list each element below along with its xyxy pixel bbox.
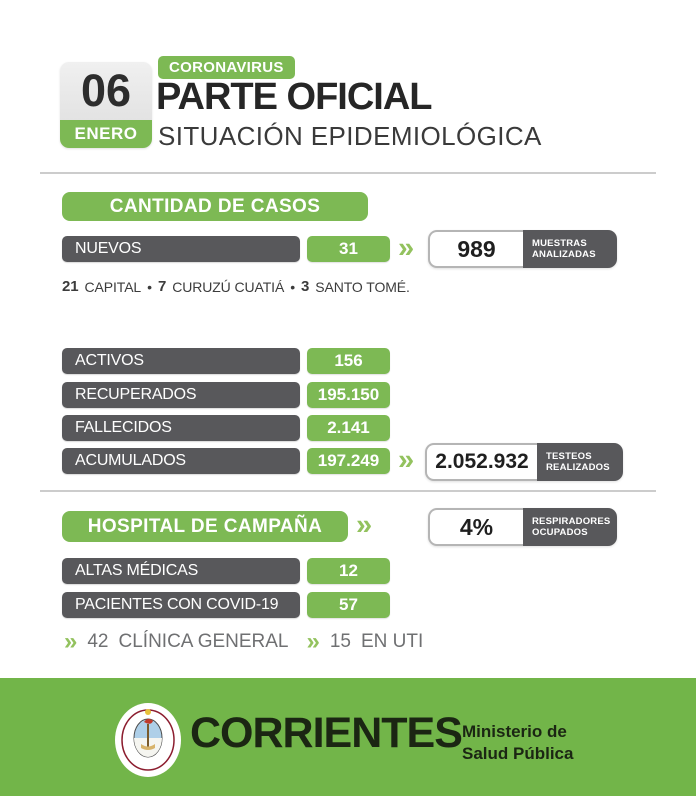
stat-value: 31	[307, 236, 390, 262]
stat-value: 12	[307, 558, 390, 584]
breakdown-name: SANTO TOMÉ.	[315, 278, 410, 295]
detail-name: EN UTI	[361, 631, 424, 652]
coronavirus-badge: CORONAVIRUS	[158, 56, 295, 79]
muestras-tag-line1: MUESTRAS	[532, 237, 587, 249]
muestras-tag: MUESTRAS ANALIZADAS	[523, 230, 617, 268]
chevron-right-icon: »	[398, 232, 415, 264]
stat-label: ACUMULADOS	[62, 448, 300, 474]
breakdown-name: CAPITAL	[84, 278, 142, 295]
testeos-tag-line1: TESTEOS	[546, 450, 592, 462]
stat-label: FALLECIDOS	[62, 415, 300, 441]
stat-row-altas: ALTAS MÉDICAS 12	[62, 558, 390, 584]
brand-name: CORRIENTES	[190, 709, 463, 757]
chevron-right-icon: »	[306, 628, 320, 655]
breakdown-num: 21	[62, 278, 79, 295]
provincial-coat-of-arms-logo	[114, 702, 182, 783]
ministry-label: Ministerio de Salud Pública	[462, 721, 573, 765]
date-badge: 06 ENERO	[60, 62, 152, 148]
respiradores-tag-line2: OCUPADOS	[532, 527, 588, 538]
page-subtitle: SITUACIÓN EPIDEMIOLÓGICA	[158, 121, 542, 151]
stat-label: NUEVOS	[62, 236, 300, 262]
respiradores-tag-line1: RESPIRADORES	[532, 515, 611, 527]
respiradores-value: 4%	[428, 508, 523, 546]
section-title-cases: CANTIDAD DE CASOS	[62, 192, 368, 221]
chevron-right-icon: »	[64, 628, 78, 655]
bullet-separator: •	[290, 278, 295, 295]
stat-label: ACTIVOS	[62, 348, 300, 374]
stat-label: RECUPERADOS	[62, 382, 300, 408]
detail-num: 15	[329, 631, 351, 652]
stat-row-activos: ACTIVOS 156	[62, 348, 390, 374]
hospital-detail-line: » 42 CLÍNICA GENERAL » 15 EN UTI	[64, 630, 423, 654]
stat-row-fallecidos: FALLECIDOS 2.141	[62, 415, 390, 441]
section-title-hospital: HOSPITAL DE CAMPAÑA	[62, 511, 348, 542]
stat-value: 2.141	[307, 415, 390, 441]
ministry-line2: Salud Pública	[462, 744, 574, 764]
breakdown-num: 3	[301, 278, 310, 295]
divider-middle	[40, 490, 656, 492]
chevron-right-icon: »	[356, 509, 373, 541]
respiradores-tag: RESPIRADORES OCUPADOS	[523, 508, 617, 546]
stat-label: PACIENTES CON COVID-19	[62, 592, 300, 618]
stat-value: 57	[307, 592, 390, 618]
breakdown-num: 7	[157, 278, 167, 295]
stat-row-recuperados: RECUPERADOS 195.150	[62, 382, 390, 408]
muestras-box: 989 MUESTRAS ANALIZADAS	[428, 230, 617, 268]
detail-name: CLÍNICA GENERAL	[118, 631, 289, 652]
muestras-tag-line2: ANALIZADAS	[532, 249, 596, 260]
detail-num: 42	[87, 631, 109, 652]
stat-row-nuevos: NUEVOS 31	[62, 236, 390, 262]
stat-value: 156	[307, 348, 390, 374]
stat-value: 197.249	[307, 448, 390, 474]
stat-row-acumulados: ACUMULADOS 197.249	[62, 448, 390, 474]
date-day: 06	[60, 62, 152, 120]
bullet-separator: •	[147, 278, 152, 295]
testeos-value: 2.052.932	[425, 443, 537, 481]
stat-row-pacientes: PACIENTES CON COVID-19 57	[62, 592, 390, 618]
breakdown-name: CURUZÚ CUATIÁ	[172, 278, 285, 295]
chevron-right-icon: »	[398, 444, 415, 476]
ministry-line1: Ministerio de	[462, 722, 567, 741]
testeos-box: 2.052.932 TESTEOS REALIZADOS	[425, 443, 623, 481]
divider-top	[40, 172, 656, 174]
new-cases-breakdown: 21 CAPITAL • 7 CURUZÚ CUATIÁ • 3 SANTO T…	[62, 278, 410, 295]
stat-label: ALTAS MÉDICAS	[62, 558, 300, 584]
stat-value: 195.150	[307, 382, 390, 408]
page-title: PARTE OFICIAL	[156, 76, 433, 118]
respiradores-box: 4% RESPIRADORES OCUPADOS	[428, 508, 617, 546]
muestras-value: 989	[428, 230, 523, 268]
testeos-tag: TESTEOS REALIZADOS	[537, 443, 623, 481]
testeos-tag-line2: REALIZADOS	[546, 462, 610, 473]
date-month: ENERO	[60, 120, 152, 148]
